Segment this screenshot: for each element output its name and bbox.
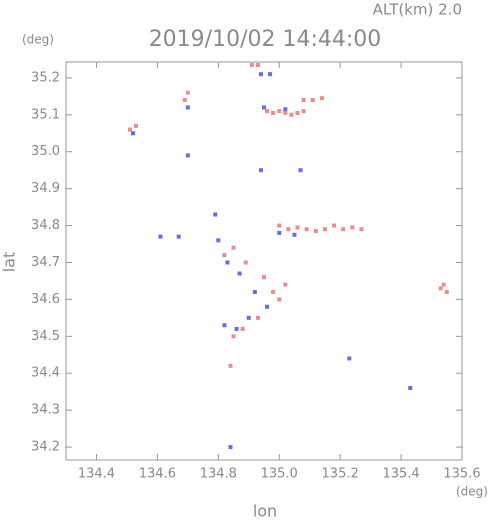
echo-point: [222, 323, 227, 328]
echo-point: [237, 271, 242, 276]
plot-frame: [65, 61, 463, 461]
echo-point: [258, 72, 263, 77]
echo-point: [359, 227, 364, 232]
echo-point: [319, 96, 324, 101]
x-tick-label: 135.4: [382, 467, 419, 482]
echo-point: [249, 62, 254, 67]
echo-point: [283, 107, 288, 112]
echo-point: [182, 98, 187, 103]
echo-point: [243, 260, 248, 265]
x-tick-label: 135.0: [261, 467, 298, 482]
echo-point: [271, 290, 276, 295]
echo-point: [277, 223, 282, 228]
echo-point: [262, 275, 266, 280]
echo-point: [283, 110, 288, 115]
echo-point: [185, 105, 190, 110]
x-unit: (deg): [456, 485, 488, 499]
x-axis-label: lon: [253, 502, 277, 521]
echo-point: [231, 334, 236, 339]
echo-point: [444, 290, 449, 295]
echo-point: [222, 253, 227, 258]
echo-point: [295, 225, 300, 230]
echo-point: [347, 356, 352, 361]
x-tick-label: 134.6: [139, 467, 176, 482]
x-tick-label: 134.8: [200, 467, 237, 482]
echo-point: [265, 304, 270, 309]
echo-point: [255, 315, 260, 320]
echo-point: [441, 282, 446, 287]
x-tick-label: 135.6: [443, 467, 480, 482]
echo-point: [301, 98, 306, 103]
echo-point: [313, 229, 318, 234]
echo-point: [252, 290, 257, 295]
altitude-header: ALT(km) 2.0: [373, 1, 462, 19]
echo-point: [310, 98, 315, 103]
y-tick-label: 35.0: [31, 144, 60, 159]
echo-point: [304, 227, 309, 232]
echo-point: [255, 62, 260, 67]
echo-point: [341, 227, 346, 232]
echo-point: [228, 445, 233, 450]
y-tick-label: 34.7: [31, 255, 60, 270]
echo-point: [231, 245, 236, 250]
echo-point: [265, 109, 270, 114]
echo-point: [322, 227, 327, 232]
x-tick-label: 135.2: [322, 467, 359, 482]
echo-point: [408, 386, 413, 391]
echo-point: [277, 109, 282, 114]
echo-point: [185, 90, 190, 95]
echo-point: [213, 212, 218, 217]
echo-point: [295, 110, 300, 115]
echo-point: [438, 286, 443, 291]
echo-point: [225, 260, 230, 265]
y-tick-label: 34.6: [31, 292, 60, 307]
echo-point: [258, 168, 263, 173]
echo-point: [286, 227, 291, 232]
echo-point: [350, 225, 355, 230]
echo-point: [289, 112, 294, 117]
y-axis-label: lat: [0, 252, 19, 273]
echo-point: [228, 363, 233, 368]
echo-point: [268, 72, 273, 77]
y-tick-label: 34.9: [31, 181, 60, 196]
echo-point: [234, 326, 239, 331]
echo-point: [131, 131, 136, 136]
y-unit: (deg): [22, 33, 54, 47]
echo-point: [271, 110, 276, 115]
echo-point: [240, 326, 245, 331]
echo-point: [176, 234, 181, 239]
echo-point: [134, 123, 139, 128]
y-tick-label: 34.5: [31, 329, 60, 344]
echo-point: [298, 168, 303, 173]
echo-point: [262, 105, 266, 110]
echo-point: [283, 282, 288, 287]
echo-point: [246, 315, 251, 320]
echo-point: [158, 234, 163, 239]
echo-point: [127, 127, 132, 132]
chart-title: 2019/10/02 14:44:00: [149, 27, 382, 52]
y-tick-label: 34.2: [31, 440, 60, 455]
echo-point: [277, 297, 282, 302]
echo-point: [301, 109, 306, 114]
y-tick-label: 34.3: [31, 403, 60, 418]
y-tick-label: 35.2: [31, 70, 60, 85]
echo-point: [277, 230, 282, 235]
y-tick-label: 35.1: [31, 107, 60, 122]
x-tick-label: 134.4: [78, 467, 115, 482]
echo-point: [185, 153, 190, 158]
echo-point: [292, 232, 297, 237]
y-tick-label: 34.8: [31, 218, 60, 233]
echo-point: [332, 223, 337, 228]
y-tick-label: 34.4: [31, 366, 60, 381]
echo-point: [216, 238, 221, 243]
